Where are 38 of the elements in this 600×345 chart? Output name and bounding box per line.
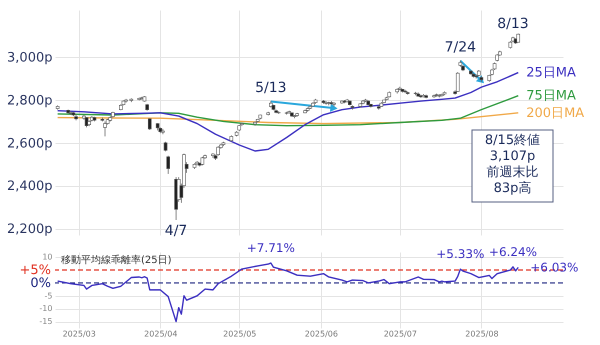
- ref-line-label: +5%: [19, 263, 51, 278]
- y-tick-label: 3,000p: [7, 50, 52, 66]
- candlestick: [148, 118, 152, 130]
- series-label: 75日MA: [526, 88, 576, 104]
- candlestick: [414, 91, 418, 96]
- line-series: [56, 95, 519, 126]
- chart-title: 移動平均線乖離率(25日): [61, 254, 172, 266]
- y-tick-label: 10: [42, 252, 52, 262]
- annotation: 8/13: [497, 16, 529, 32]
- candlestick: [166, 155, 170, 174]
- annotation: +7.71%: [246, 241, 295, 256]
- x-tick-label: 2025/03: [62, 330, 96, 338]
- annotation: 4/7: [164, 223, 188, 239]
- y-tick-label: -10: [39, 304, 52, 314]
- annotation: +6.24%: [488, 244, 538, 259]
- annotation: 8/15終値 3,107p 前週末比 83p高: [484, 133, 540, 196]
- series-label: 25日MA: [526, 66, 576, 81]
- x-tick-label: 2025/05: [223, 330, 256, 338]
- x-tick-label: 2025/08: [465, 330, 499, 338]
- candlestick: [103, 121, 107, 137]
- annotation: 5/13: [255, 80, 287, 96]
- candlestick: [164, 141, 168, 152]
- y-tick-label: -15: [39, 317, 52, 326]
- x-tick-label: 2025/07: [384, 330, 417, 338]
- y-tick-label: 2,400p: [7, 179, 52, 194]
- annotation: 7/24: [444, 39, 476, 56]
- ref-line-label: 0%: [30, 276, 51, 291]
- series-label: 200日MA: [526, 106, 584, 121]
- y-tick-label: -5: [44, 291, 52, 300]
- line-series: [56, 112, 519, 124]
- y-tick-label: 2,600p: [7, 136, 52, 152]
- annotation: +6.03%: [530, 260, 578, 274]
- candlestick: [456, 72, 460, 92]
- x-tick-label: 2025/04: [144, 330, 178, 338]
- annotation: +5.33%: [436, 247, 484, 262]
- y-tick-label: 2,200p: [7, 222, 52, 238]
- x-tick-label: 2025/06: [304, 330, 338, 338]
- y-tick-label: 2,800p: [7, 94, 52, 108]
